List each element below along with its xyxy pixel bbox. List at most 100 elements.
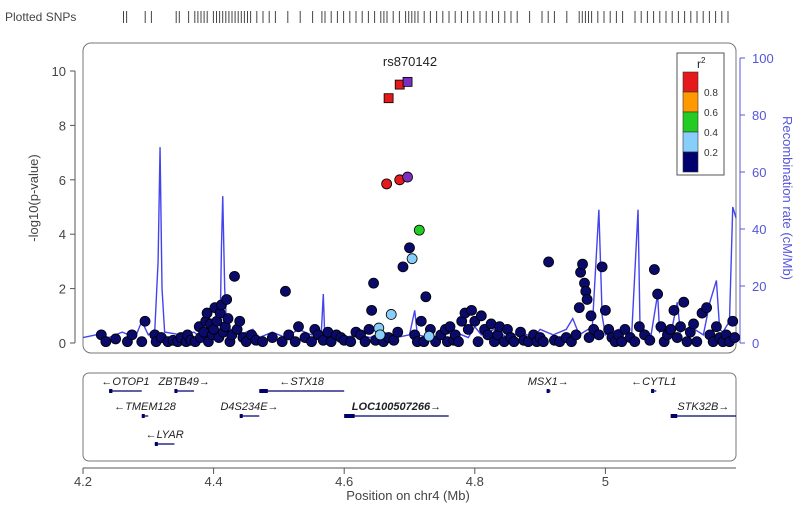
snp-point	[466, 304, 477, 316]
snp-point	[629, 336, 641, 348]
legend-swatch	[682, 71, 699, 93]
snp-point	[136, 336, 148, 348]
y-tick-label-left: 2	[59, 282, 66, 297]
y-tick-label-right: 20	[752, 279, 766, 294]
snp-point	[652, 288, 664, 300]
gene-exon	[546, 389, 550, 393]
gene-exon	[651, 389, 655, 393]
snp-point	[229, 270, 240, 282]
snp-point	[585, 310, 597, 322]
y-tick-label-left: 8	[59, 118, 66, 133]
snp-point	[691, 336, 703, 348]
snp-point	[711, 321, 722, 333]
snp-point	[681, 336, 693, 348]
gene-label: ZBTB49→	[158, 376, 210, 388]
snp-point	[671, 332, 683, 343]
snp-point	[306, 336, 317, 348]
legend-label: 0.6	[704, 108, 718, 119]
snp-point	[727, 315, 739, 327]
y-axis-right: 0 20 40 60 80 100	[739, 51, 774, 351]
snp-point	[276, 336, 288, 348]
gene-label: STK32B→	[677, 401, 729, 413]
snp-point	[221, 294, 233, 305]
gene-label: MSX1→	[528, 376, 569, 388]
snp-point	[420, 291, 432, 303]
r2-legend: r2 0.8 0.6 0.4 0.2	[676, 52, 725, 176]
gene-panel-frame	[82, 372, 737, 462]
snp-point	[139, 315, 151, 327]
plot-frame	[82, 42, 737, 354]
snp-point-highlight	[413, 224, 425, 236]
snp-point	[573, 302, 585, 314]
y-tick-label-left: 10	[52, 64, 66, 79]
snp-point	[600, 304, 611, 316]
gene-exon	[141, 414, 145, 418]
snp-point	[593, 329, 605, 341]
legend-swatch	[682, 91, 699, 113]
snp-point	[508, 336, 520, 348]
snp-point	[596, 261, 608, 273]
snp-point	[472, 336, 484, 348]
snp-point	[368, 277, 379, 289]
snp-points	[95, 76, 741, 348]
y-tick-label-left: 4	[59, 227, 66, 242]
gene-label: D4S234E→	[220, 401, 278, 413]
snp-point	[475, 310, 487, 322]
snp-point	[665, 323, 677, 335]
snp-point	[678, 296, 690, 308]
snp-point-highlight	[381, 178, 393, 190]
snp-point	[543, 256, 554, 268]
snp-point	[266, 332, 278, 343]
snp-point	[404, 242, 415, 254]
snp-point	[280, 285, 291, 297]
y-tick-label-left: 6	[59, 173, 66, 188]
snp-point	[363, 323, 375, 335]
snp-point	[444, 321, 456, 333]
gene-exon	[239, 414, 243, 418]
legend-label: 0.8	[704, 88, 718, 99]
snp-point	[289, 336, 301, 348]
snp-point	[453, 336, 464, 348]
y-axis-left: 0 2 4 6 8 10	[52, 64, 76, 351]
legend-label: 0.4	[704, 128, 718, 139]
snp-point	[283, 329, 295, 341]
plotted-snps-label: Plotted SNPs	[5, 10, 76, 24]
snp-point	[619, 323, 631, 335]
snp-point-highlight	[385, 309, 397, 320]
x-tick-label: 4.8	[466, 474, 484, 489]
gene-exon	[670, 414, 678, 418]
lead-snp-label: rs870142	[383, 54, 437, 69]
snp-point	[655, 321, 667, 333]
legend-swatch	[682, 131, 699, 153]
gene-exon	[174, 389, 178, 393]
snp-point-highlight	[402, 76, 413, 87]
gene-label: LOC100507266→	[352, 401, 441, 413]
snp-point	[570, 329, 582, 341]
y-tick-label-right: 40	[752, 222, 766, 237]
snp-point	[234, 315, 246, 327]
snp-point	[729, 332, 741, 343]
snp-point-highlight	[423, 330, 435, 342]
x-axis-title: Position on chr4 (Mb)	[346, 488, 470, 503]
x-tick-label: 4.2	[74, 474, 92, 489]
snp-point	[648, 264, 660, 275]
snp-point	[293, 321, 304, 333]
gene-label: ←TMEM128	[114, 401, 177, 413]
gene-exon	[109, 389, 113, 393]
snp-point	[644, 334, 656, 346]
gene-exon	[154, 442, 158, 446]
snp-point	[701, 302, 713, 314]
y-tick-label-right: 80	[752, 108, 766, 123]
snp-point	[359, 336, 371, 348]
snp-strip	[123, 11, 729, 23]
snp-point	[366, 304, 378, 316]
snp-point	[688, 318, 699, 330]
y-tick-label-right: 60	[752, 165, 766, 180]
gene-label: ←OTOP1	[101, 376, 149, 388]
gene-track: ←OTOP1 ZBTB49→ ←STX18 MSX1→ ←CYTL1 ←TMEM128 D4…	[101, 376, 736, 446]
snp-point	[577, 258, 588, 270]
snp-point	[201, 307, 213, 319]
y-tick-label-right: 0	[752, 336, 759, 351]
y-axis-title-left: -log10(p-value)	[26, 154, 41, 241]
